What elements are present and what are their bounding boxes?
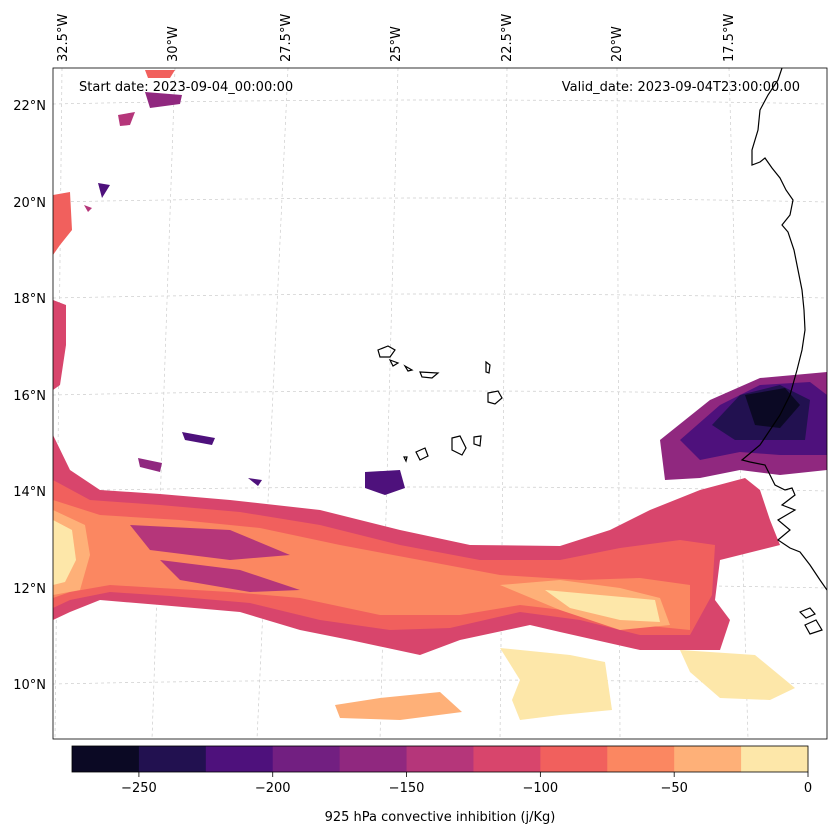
cape-verde-island	[403, 456, 408, 463]
colorbar-ticks: −250 −200 −150 −100 −50 0	[121, 772, 812, 796]
colorbar-tick-label: 0	[804, 781, 812, 796]
map-content	[53, 68, 827, 739]
cin-contour	[145, 92, 182, 108]
cape-verde-island	[487, 390, 503, 405]
bijagos-islands	[798, 607, 816, 619]
lat-label: 22°N	[13, 99, 46, 114]
latitude-labels: 22°N 20°N 18°N 16°N 14°N 12°N 10°N	[13, 99, 46, 693]
cin-contour	[145, 70, 175, 78]
cin-contour	[130, 525, 290, 560]
cape-verde-island	[377, 345, 396, 358]
cin-contour	[118, 112, 135, 126]
cape-verde-island	[403, 364, 414, 372]
cin-contour	[500, 648, 612, 720]
colorbar-swatch	[72, 746, 140, 772]
cape-verde-island	[451, 435, 467, 456]
cin-contour	[365, 470, 405, 495]
cin-contours	[53, 70, 827, 720]
colorbar-swatch	[674, 746, 742, 772]
lat-label: 14°N	[13, 485, 46, 500]
cin-contour	[160, 560, 300, 592]
colorbar-swatch	[138, 746, 207, 772]
coastlines	[377, 68, 827, 635]
cape-verde-island	[415, 447, 429, 461]
colorbar-tick-label: −150	[389, 781, 425, 796]
lat-label: 20°N	[13, 196, 46, 211]
cin-contour	[248, 478, 262, 486]
colorbar-swatches	[72, 746, 809, 772]
colorbar-tick-label: −50	[660, 781, 687, 796]
cin-contour	[84, 205, 92, 212]
cin-contour	[680, 650, 795, 700]
colorbar-swatch	[272, 746, 341, 772]
cin-contour	[182, 432, 215, 445]
cin-contour	[98, 183, 110, 198]
cin-contour	[335, 692, 462, 720]
colorbar-label: 925 hPa convective inhibition (j/Kg)	[325, 810, 556, 825]
bijagos-islands	[804, 619, 823, 635]
longitude-labels: 32.5°W 30°W 27.5°W 25°W 22.5°W 20°W 17.5…	[56, 14, 737, 62]
lon-label: 32.5°W	[56, 14, 71, 62]
colorbar-tick-label: −250	[121, 781, 157, 796]
lat-label: 16°N	[13, 389, 46, 404]
cin-contour	[745, 388, 800, 428]
lon-label: 17.5°W	[722, 14, 737, 62]
colorbar-swatch	[205, 746, 274, 772]
lon-label: 25°W	[389, 26, 404, 62]
colorbar: −250 −200 −150 −100 −50 0 925 hPa convective …	[71, 745, 812, 825]
colorbar-tick-label: −100	[523, 781, 559, 796]
start-date-label: Start date: 2023-09-04_00:00:00	[79, 80, 293, 95]
cin-contour	[545, 590, 660, 622]
colorbar-swatch	[540, 746, 608, 772]
cape-verde-island	[388, 358, 400, 367]
lat-label: 12°N	[13, 582, 46, 597]
lat-label: 18°N	[13, 292, 46, 307]
colorbar-tick-label: −200	[255, 781, 291, 796]
colorbar-swatch	[607, 746, 675, 772]
lon-label: 20°W	[610, 26, 625, 62]
cin-contour	[53, 520, 76, 585]
colorbar-swatch	[473, 746, 541, 772]
cape-verde-island	[419, 371, 440, 379]
lat-label: 10°N	[13, 678, 46, 693]
map-frame	[52, 67, 828, 740]
colorbar-swatch	[406, 746, 474, 772]
cape-verde-island	[473, 435, 482, 447]
cin-contour	[53, 192, 72, 255]
africa-coastline	[740, 68, 827, 591]
cin-contour	[53, 300, 66, 390]
lon-label: 27.5°W	[279, 14, 294, 62]
valid-date-label: Valid_date: 2023-09-04T23:00:00.00	[562, 80, 800, 95]
cape-verde-island	[485, 360, 491, 374]
colorbar-swatch	[741, 746, 809, 772]
colorbar-swatch	[339, 746, 408, 772]
cin-contour	[138, 458, 162, 472]
colorbar-frame	[71, 745, 809, 773]
lon-label: 22.5°W	[500, 14, 515, 62]
lon-label: 30°W	[166, 26, 181, 62]
